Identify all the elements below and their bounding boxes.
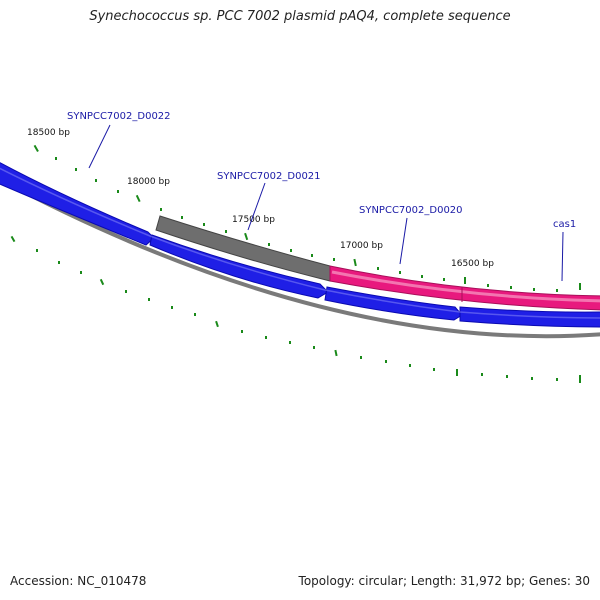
gene-labels: SYNPCC7002_D0022 SYNPCC7002_D0021 SYNPCC…	[67, 111, 576, 282]
outer-tick-ring	[33, 144, 581, 292]
outer-tick-minor	[421, 275, 423, 278]
reverse-gene-ring	[155, 215, 600, 311]
outer-tick-minor	[556, 289, 558, 292]
outer-tick-minor	[311, 254, 313, 257]
inner-tick-ring	[10, 235, 581, 383]
inner-tick-major	[99, 278, 105, 286]
ruler-label-18000: 18000 bp	[127, 177, 170, 187]
inner-tick-minor	[409, 364, 411, 367]
forward-gene-ring	[0, 160, 600, 328]
outer-tick-minor	[225, 230, 227, 233]
inner-tick-minor	[194, 313, 196, 316]
ruler-label-18500: 18500 bp	[27, 128, 70, 138]
inner-tick-minor	[506, 375, 508, 378]
outer-tick-major	[244, 232, 249, 241]
ruler-label-16500: 16500 bp	[451, 259, 494, 269]
inner-tick-minor	[433, 368, 435, 371]
inner-tick-major	[456, 369, 458, 376]
outer-tick-minor	[399, 271, 401, 274]
outer-tick-minor	[487, 284, 489, 287]
inner-tick-minor	[171, 306, 173, 309]
outer-tick-minor	[333, 258, 335, 261]
gene-label-d0021[interactable]: SYNPCC7002_D0021	[217, 171, 321, 182]
summary-label: Topology: circular; Length: 31,972 bp; G…	[298, 574, 590, 588]
outer-tick-major	[135, 194, 141, 203]
outer-tick-minor	[181, 216, 183, 219]
outer-tick-minor	[95, 179, 97, 182]
gene-label-leader	[247, 182, 266, 231]
inner-tick-minor	[265, 336, 267, 339]
forward-ring-highlight	[0, 167, 600, 319]
inner-tick-minor	[241, 330, 243, 333]
map-title: Synechococcus sp. PCC 7002 plasmid pAQ4,…	[89, 9, 511, 24]
gene-feature-d0022[interactable]	[0, 160, 155, 246]
outer-tick-minor	[510, 286, 512, 289]
inner-tick-major	[215, 320, 219, 328]
outer-tick-minor	[117, 190, 119, 193]
gene-label-cas1[interactable]: cas1	[553, 219, 576, 230]
outer-tick-minor	[55, 157, 57, 160]
ruler-labels: 18500 bp 18000 bp 17500 bp 17000 bp 1650…	[27, 128, 494, 269]
outer-tick-minor	[443, 278, 445, 281]
backbone-arc	[0, 177, 600, 339]
inner-tick-minor	[80, 271, 82, 274]
gene-label-leader	[88, 124, 111, 169]
inner-tick-minor	[385, 360, 387, 363]
outer-tick-major	[33, 144, 39, 152]
gene-label-d0022[interactable]: SYNPCC7002_D0022	[67, 111, 171, 122]
inner-tick-minor	[289, 341, 291, 344]
ruler-label-17500: 17500 bp	[232, 215, 275, 225]
outer-tick-minor	[268, 243, 270, 246]
inner-tick-major	[10, 235, 16, 243]
inner-tick-minor	[556, 378, 558, 381]
inner-tick-minor	[481, 373, 483, 376]
gene-label-leader	[399, 217, 408, 265]
inner-tick-minor	[531, 377, 533, 380]
outer-tick-minor	[290, 249, 292, 252]
outer-tick-minor	[533, 288, 535, 291]
outer-tick-minor	[377, 267, 379, 270]
inner-tick-minor	[125, 290, 127, 293]
outer-tick-major	[353, 258, 357, 267]
outer-tick-major	[464, 277, 466, 284]
inner-tick-minor	[313, 346, 315, 349]
gene-feature-d0020-forward[interactable]	[324, 286, 463, 321]
inner-tick-minor	[360, 356, 362, 359]
inner-tick-major	[579, 375, 581, 383]
outer-tick-minor	[203, 223, 205, 226]
inner-tick-minor	[36, 249, 38, 252]
gene-label-leader	[561, 231, 564, 282]
inner-tick-minor	[148, 298, 150, 301]
outer-tick-major	[579, 283, 581, 290]
gene-label-d0020[interactable]: SYNPCC7002_D0020	[359, 205, 463, 216]
inner-tick-minor	[58, 261, 60, 264]
gene-d0020-highlight	[331, 270, 600, 303]
outer-tick-minor	[160, 208, 162, 211]
accession-label: Accession: NC_010478	[10, 574, 147, 588]
outer-tick-minor	[75, 168, 77, 171]
ruler-label-17000: 17000 bp	[340, 241, 383, 251]
inner-tick-major	[334, 349, 338, 357]
